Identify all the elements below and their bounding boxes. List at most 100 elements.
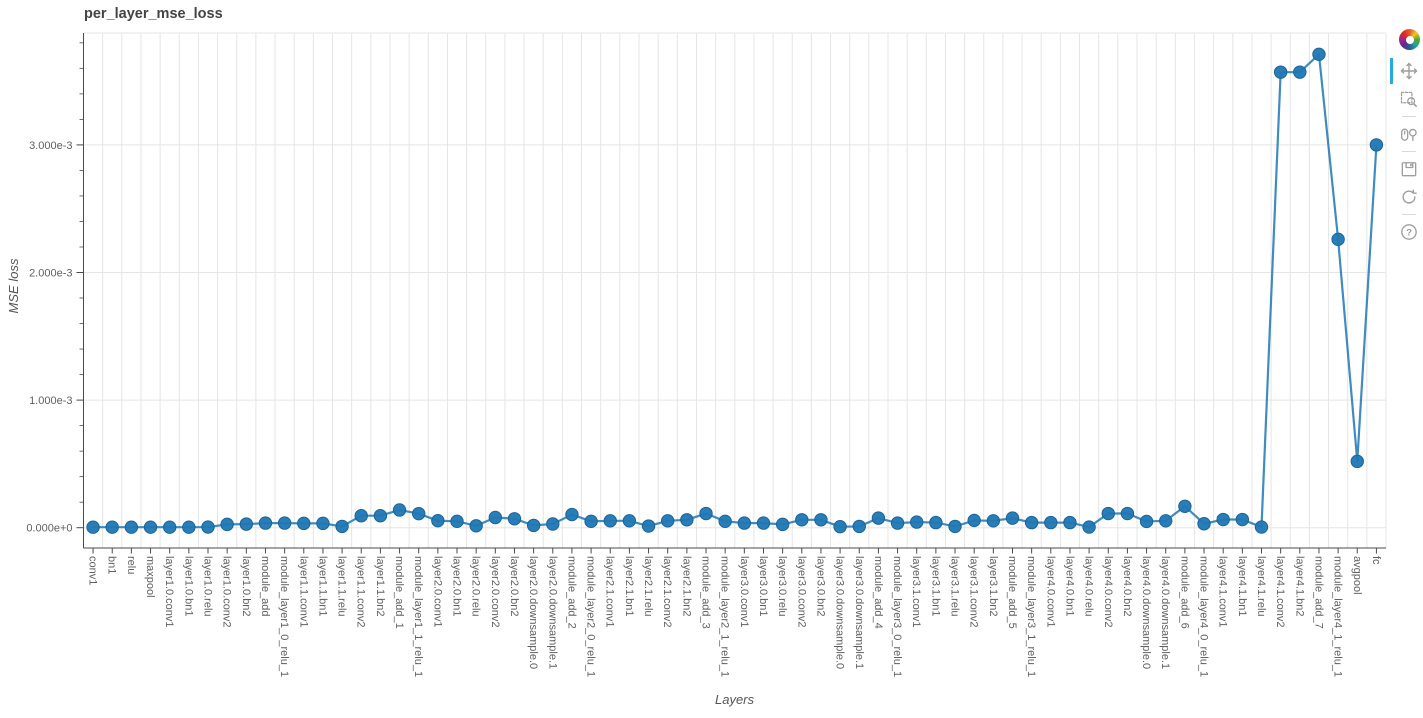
x-tick-label: layer4.0.conv2 [1102,556,1114,628]
data-point [1331,232,1345,247]
x-tick-label: layer2.1.conv2 [661,556,673,628]
svg-text:?: ? [1406,228,1412,239]
pan-tool-button[interactable] [1390,58,1421,84]
data-point [622,514,637,528]
data-point [392,503,407,517]
data-point [814,513,828,527]
x-tick-label: module_layer3_1_relu_1 [1025,556,1037,677]
bokeh-logo[interactable] [1399,29,1420,50]
x-tick-label: layer3.1.conv1 [910,556,922,628]
data-point [603,514,617,528]
toolbar-separator [1402,116,1416,117]
x-tick-label: layer1.1.bn1 [316,556,328,617]
help-icon: ? [1401,224,1417,240]
data-point [182,520,196,534]
x-tick-label: conv1 [87,556,99,585]
data-point [986,514,1001,528]
x-tick-label: layer2.1.relu [642,556,654,617]
x-tick-label: layer2.0.bn1 [451,556,463,617]
plot-title: per_layer_mse_loss [84,6,223,22]
x-tick-label: module_add_5 [1006,556,1018,629]
data-point [833,519,847,534]
data-point [546,517,560,531]
x-tick-label: layer2.0.downsample.1 [546,556,558,669]
data-point [143,520,158,534]
toolbar-separator [1402,214,1416,215]
data-point [450,514,464,529]
data-point [297,516,311,531]
x-tick-label: layer2.1.conv1 [604,556,616,628]
x-tick-label: layer2.1.bn1 [623,556,635,617]
toolbar: ? [1390,29,1423,248]
x-tick-label: layer1.1.conv1 [297,556,309,628]
data-point [756,516,771,530]
x-tick-label: module_layer4_0_relu_1 [1198,556,1210,677]
x-tick-label: layer3.0.conv1 [738,556,750,628]
x-tick-label: layer3.0.conv2 [795,556,807,628]
x-tick-label: fc [1370,556,1382,565]
save-tool-button[interactable] [1397,157,1421,181]
data-point [565,507,579,522]
reset-tool-button[interactable] [1397,185,1421,209]
x-tick-label: layer4.0.conv1 [1044,556,1056,628]
data-point [775,517,790,532]
data-point [1216,512,1230,527]
data-point [1101,506,1115,521]
x-tick-label: layer4.1.bn2 [1293,556,1305,617]
data-point [220,517,234,532]
data-point [1063,515,1077,530]
data-point [316,516,330,531]
data-point [526,518,541,533]
data-point [699,506,713,521]
data-point [1235,512,1250,527]
data-point [488,510,503,525]
x-tick-label: module_add_1 [393,556,405,629]
x-tick-label: layer2.1.bn2 [680,556,692,617]
pan-icon [1400,62,1418,80]
data-point [1369,138,1384,152]
data-point [105,520,119,534]
x-tick-label: layer3.0.downsample.0 [834,556,846,669]
box-zoom-tool-button[interactable] [1397,87,1421,111]
data-point [1293,65,1307,79]
data-point [680,513,694,527]
x-tick-label: module_layer4_1_relu_1 [1332,556,1344,677]
x-tick-label: layer2.0.relu [470,556,482,617]
x-tick-label: layer4.0.downsample.0 [1140,556,1152,669]
x-tick-label: module_add [259,556,271,617]
x-tick-label: layer2.0.bn2 [508,556,520,617]
x-tick-label: layer4.1.conv1 [1217,556,1229,628]
x-tick-label: layer4.0.downsample.1 [1159,556,1171,669]
x-tick-label: bn1 [106,556,118,574]
y-tick-label: 2.000e-3 [29,268,72,280]
data-point [948,519,962,534]
x-tick-label: layer3.1.bn2 [987,556,999,617]
data-point [1254,520,1269,534]
data-point [335,519,349,534]
x-tick-label: layer2.0.downsample.0 [527,556,539,669]
data-point [258,516,273,530]
data-point [852,519,866,534]
help-tool-button[interactable]: ? [1397,220,1421,244]
data-point [1139,514,1154,529]
x-tick-label: module_add_3 [700,556,712,629]
data-point [1159,514,1173,528]
x-tick-label: module_layer2_0_relu_1 [585,556,597,677]
box-zoom-icon [1400,91,1417,107]
data-point [967,513,981,528]
data-point [277,516,292,530]
x-tick-label: layer3.1.bn1 [929,556,941,617]
data-point [162,520,177,534]
x-tick-label: module_add_7 [1312,556,1324,629]
wheel-zoom-tool-button[interactable] [1397,122,1421,146]
x-tick-label: module_layer2_1_relu_1 [719,556,731,677]
x-tick-label: layer4.0.bn2 [1121,556,1133,617]
data-point [431,513,445,528]
data-point [1350,454,1364,469]
x-tick-label: layer1.0.relu [202,556,214,617]
x-tick-label: module_add_6 [1178,556,1190,629]
x-tick-label: layer1.0.conv1 [163,556,175,628]
data-point [890,516,905,530]
x-tick-label: relu [125,556,137,574]
